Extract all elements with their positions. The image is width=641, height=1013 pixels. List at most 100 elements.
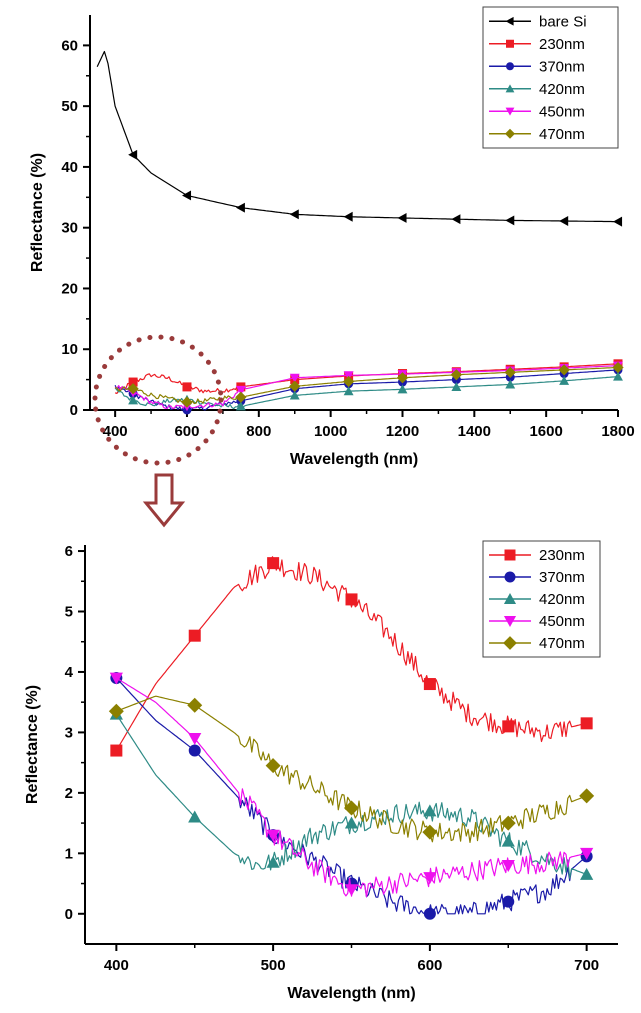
legend-label: 370nm — [539, 58, 585, 75]
data-point — [188, 810, 202, 823]
y-tick-label: 60 — [61, 37, 78, 54]
y-tick-label: 0 — [65, 906, 73, 923]
series-line — [114, 376, 619, 410]
legend-marker — [505, 16, 514, 26]
x-tick-label: 800 — [246, 423, 271, 440]
data-point — [451, 214, 461, 225]
series-420nm — [109, 707, 594, 880]
legend: 230nm 370nm 420nm 450nm 470nm — [482, 540, 601, 658]
data-point — [450, 369, 462, 381]
legend-entry: bare Si — [489, 13, 587, 30]
data-point — [342, 375, 355, 388]
series-470nm — [108, 695, 595, 844]
legend-entry: 370nm — [489, 58, 585, 75]
legend-box — [482, 6, 619, 149]
y-axis-title: Reflectance (%) — [24, 685, 41, 804]
zoom-arrow-icon — [142, 473, 186, 528]
data-point — [613, 371, 623, 381]
legend-marker — [505, 107, 515, 116]
series-line — [114, 369, 619, 411]
y-tick-label: 6 — [65, 543, 73, 560]
legend-entry: 370nm — [489, 569, 585, 586]
legend-label: 230nm — [539, 547, 585, 564]
series-line — [116, 677, 587, 898]
data-point — [128, 377, 138, 387]
data-point — [267, 557, 280, 570]
data-point — [345, 593, 358, 606]
top-reflectance-chart: 400 600 800 1000 1200 1400 1600 1800 0 10 20 30 40 50… — [29, 6, 635, 468]
data-point — [344, 816, 359, 829]
x-tick-label: 400 — [104, 957, 129, 974]
data-point — [501, 860, 515, 873]
series-470nm — [115, 361, 624, 408]
y-tick-label: 5 — [65, 604, 73, 621]
x-tick-label: 600 — [417, 957, 442, 974]
x-tick-label: 1400 — [458, 423, 491, 440]
data-point — [108, 703, 124, 719]
series-line — [114, 365, 619, 409]
x-tick-label: 600 — [174, 423, 199, 440]
data-point — [188, 733, 202, 746]
data-point — [613, 216, 623, 227]
data-point — [187, 697, 203, 713]
legend-entry: 420nm — [489, 81, 585, 98]
data-point — [188, 744, 201, 757]
data-point — [110, 744, 123, 757]
legend-label: 450nm — [539, 103, 585, 120]
legend-marker — [505, 128, 515, 139]
data-point — [289, 380, 301, 392]
series-370nm — [110, 672, 593, 920]
data-point — [423, 872, 437, 885]
legend-label: 230nm — [539, 36, 585, 53]
data-point — [559, 216, 569, 226]
highlight-circle — [92, 334, 224, 466]
x-tick-label: 1600 — [529, 423, 562, 440]
legend-entry: 230nm — [489, 547, 585, 564]
data-point — [397, 384, 408, 394]
y-tick-label: 50 — [61, 98, 78, 115]
x-tick-label: 1200 — [386, 423, 419, 440]
data-point — [128, 395, 139, 405]
legend-entry: 470nm — [489, 635, 585, 652]
legend-marker — [503, 636, 517, 650]
data-point — [500, 815, 516, 831]
data-point — [265, 758, 281, 774]
data-point — [266, 829, 280, 842]
legend-marker — [504, 571, 516, 583]
legend-entry: 230nm — [489, 36, 585, 53]
data-point — [289, 209, 299, 220]
legend-entry: 450nm — [489, 103, 585, 120]
data-point — [128, 149, 138, 160]
data-point — [289, 373, 300, 383]
y-tick-label: 3 — [65, 724, 73, 741]
data-point — [451, 381, 462, 391]
legend: bare Si 230nm 370nm 420nm 450nm 470nm — [482, 6, 619, 149]
legend-label: bare Si — [539, 13, 587, 30]
legend-label: 370nm — [539, 569, 585, 586]
data-point — [580, 847, 594, 860]
legend-label: 470nm — [539, 635, 585, 652]
y-tick-label: 1 — [65, 845, 73, 862]
data-point — [181, 396, 193, 408]
data-point — [559, 375, 570, 385]
legend-label: 470nm — [539, 126, 585, 143]
data-point — [423, 678, 436, 691]
data-point — [580, 717, 593, 730]
legend-entry: 470nm — [489, 126, 585, 143]
legend-entry: 420nm — [489, 591, 585, 608]
data-point — [396, 372, 409, 384]
y-tick-label: 4 — [65, 664, 74, 681]
data-point — [422, 824, 438, 840]
y-tick-label: 0 — [70, 402, 78, 419]
data-point — [188, 629, 201, 642]
x-tick-label: 700 — [574, 957, 599, 974]
x-tick-label: 1000 — [314, 423, 347, 440]
zoom-callout — [92, 334, 224, 528]
data-point — [182, 382, 192, 392]
data-point — [343, 371, 354, 381]
y-tick-label: 40 — [61, 159, 78, 176]
legend-marker — [506, 39, 514, 48]
series-line — [115, 366, 618, 405]
series-230nm — [114, 359, 623, 394]
data-point — [580, 867, 594, 880]
